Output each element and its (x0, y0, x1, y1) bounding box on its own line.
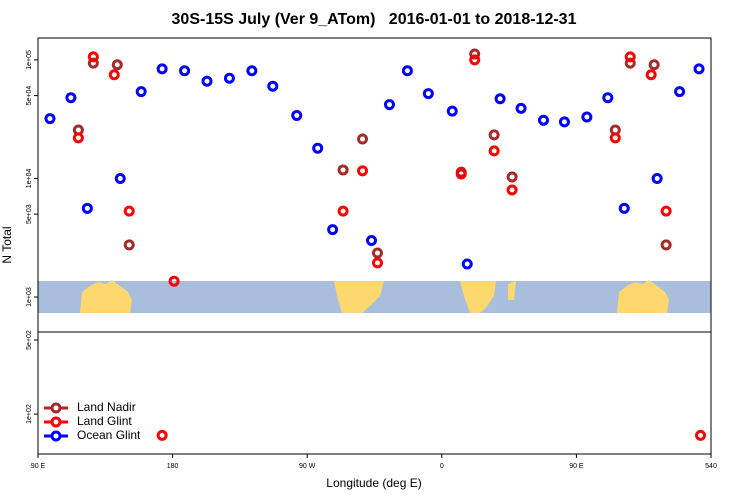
point (123, 239, 135, 251)
point (111, 59, 123, 71)
point (494, 93, 506, 105)
point (44, 113, 56, 125)
point (581, 111, 593, 123)
point (291, 109, 303, 121)
legend-label: Ocean Glint (77, 428, 141, 442)
point (674, 86, 686, 98)
y-tick-label: 5e+04 (26, 86, 33, 106)
point (383, 99, 395, 111)
point (660, 239, 672, 251)
point (135, 86, 147, 98)
x-tick-label: 180 (167, 463, 179, 470)
y-tick-label: 1e+05 (26, 50, 33, 70)
point (156, 429, 168, 441)
point (401, 65, 413, 77)
point (267, 80, 279, 92)
x-tick-label: 0 (440, 463, 444, 470)
chart-title: 30S-15S July (Ver 9_ATom) 2016-01-01 to … (172, 11, 577, 28)
point (179, 65, 191, 77)
y-tick-label: 1e+03 (26, 287, 33, 307)
legend-marker (50, 430, 62, 442)
point (695, 429, 707, 441)
point (609, 132, 621, 144)
point (223, 72, 235, 84)
point (469, 48, 481, 60)
point (72, 132, 84, 144)
point (123, 205, 135, 217)
point (455, 168, 467, 180)
point (488, 145, 500, 157)
point (357, 165, 369, 177)
legend-label: Land Nadir (77, 400, 136, 414)
point (602, 92, 614, 104)
point (488, 129, 500, 141)
y-tick-label: 5e+02 (26, 330, 33, 350)
y-tick-label: 5e+03 (26, 204, 33, 224)
y-tick-label: 1e+02 (26, 404, 33, 424)
point (469, 54, 481, 66)
point (246, 65, 258, 77)
point (618, 202, 630, 214)
point (506, 171, 518, 183)
point (114, 172, 126, 184)
point (371, 247, 383, 259)
point (624, 51, 636, 63)
point (648, 59, 660, 71)
y-axis-label: N Total (0, 226, 14, 263)
legend-marker (50, 402, 62, 414)
legend-marker (50, 416, 62, 428)
point (558, 116, 570, 128)
point (327, 224, 339, 236)
point (537, 114, 549, 126)
x-axis-label: Longitude (deg E) (326, 476, 421, 490)
point (108, 69, 120, 81)
plot-frame (37, 37, 712, 455)
map-background (38, 280, 711, 313)
point (337, 164, 349, 176)
point (201, 75, 213, 87)
point (81, 202, 93, 214)
point (65, 92, 77, 104)
legend-label: Land Glint (77, 414, 132, 428)
point (461, 258, 473, 270)
point (371, 257, 383, 269)
point (506, 184, 518, 196)
point (87, 51, 99, 63)
point (337, 205, 349, 217)
x-tick-label: 90 E (569, 463, 584, 470)
point (624, 57, 636, 69)
point (87, 57, 99, 69)
point (156, 63, 168, 75)
point (645, 69, 657, 81)
point (357, 133, 369, 145)
point (366, 234, 378, 246)
point (660, 205, 672, 217)
x-tick-label: 90 W (299, 463, 316, 470)
point (446, 105, 458, 117)
point (693, 63, 705, 75)
point (312, 142, 324, 154)
point (651, 172, 663, 184)
point (515, 102, 527, 114)
y-tick-label: 1e+04 (26, 169, 33, 189)
x-tick-label: 540 (705, 463, 717, 470)
point (168, 275, 180, 287)
x-tick-label: 90 E (31, 463, 46, 470)
point (422, 88, 434, 100)
